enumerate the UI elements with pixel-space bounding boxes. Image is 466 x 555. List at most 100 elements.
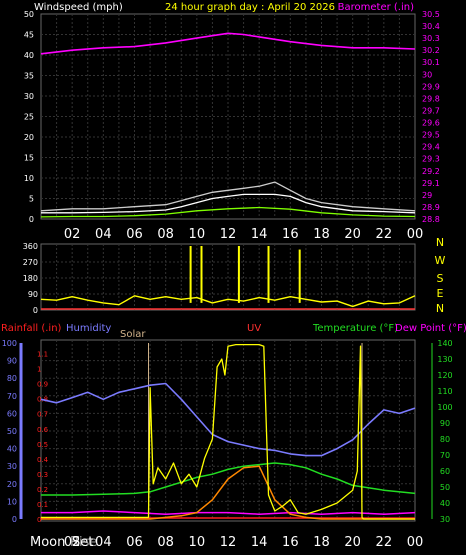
- temperature-tick-label: 80: [440, 435, 450, 444]
- direction-tick-label: 180: [23, 274, 38, 283]
- humidity-tick-label: 70: [7, 392, 17, 401]
- temperature-tick-label: 140: [437, 339, 452, 348]
- temperature-tick-label: 110: [437, 387, 452, 396]
- moon-set-label: Set: [72, 535, 93, 550]
- time-tick-label: 08: [157, 227, 174, 242]
- barometer-tick-label: 30.5: [422, 10, 440, 19]
- humidity-tick-label: 80: [7, 374, 17, 383]
- uv-legend: UV: [247, 323, 261, 334]
- barometer-tick-label: 29.9: [422, 82, 440, 91]
- temperature-legend: Temperature (°F): [312, 323, 398, 334]
- temperature-line: [41, 462, 416, 496]
- rain-tick-label: 0.7: [37, 411, 48, 419]
- moon-label: Moon: [30, 535, 65, 550]
- barometer-tick-label: 30.4: [422, 22, 440, 31]
- humidity-tick-label: 90: [7, 357, 17, 366]
- humidity-tick-label: 20: [7, 480, 17, 489]
- direction-tick-label: 270: [23, 258, 38, 267]
- temperature-tick-label: 70: [440, 451, 450, 460]
- uv-line: [41, 465, 415, 520]
- barometer-tick-label: 30.3: [422, 34, 440, 43]
- windspeed-tick-label: 10: [24, 174, 34, 183]
- humidity-tick-label: 0: [12, 515, 17, 524]
- wind-direction-line: [40, 295, 416, 308]
- humidity-tick-label: 60: [7, 409, 17, 418]
- graph-title: 24 hour graph day : April 20 2026: [165, 2, 335, 13]
- moon-rise-label: Rise: [70, 535, 97, 550]
- humidity-tick-label: 100: [2, 339, 17, 348]
- time-tick-label: 16: [282, 535, 299, 550]
- time-tick-label: 00: [407, 535, 424, 550]
- barometer-tick-label: 28.9: [422, 203, 440, 212]
- rain-tick-label: 1.1: [37, 351, 48, 359]
- temperature-tick-label: 50: [440, 483, 450, 492]
- time-tick-label: 16: [282, 227, 299, 242]
- time-tick-label: 22: [376, 227, 393, 242]
- humidity-tick-label: 30: [7, 462, 17, 471]
- time-tick-label: 02: [64, 535, 81, 550]
- rain-tick-label: 0.3: [37, 471, 48, 479]
- temperature-tick-label: 90: [440, 419, 450, 428]
- compass-label: N: [436, 236, 444, 249]
- rain-tick-label: 0.5: [37, 441, 48, 449]
- time-tick-label: 14: [251, 227, 268, 242]
- time-tick-label: 18: [313, 227, 330, 242]
- time-tick-label: 14: [251, 535, 268, 550]
- time-tick-label: 00: [407, 227, 424, 242]
- compass-label: S: [437, 272, 444, 285]
- time-tick-label: 06: [126, 535, 143, 550]
- rain-tick-label: 0.6: [37, 426, 49, 434]
- barometer-tick-label: 30: [422, 70, 432, 79]
- time-tick-label: 18: [313, 535, 330, 550]
- time-tick-label: 10: [189, 535, 206, 550]
- barometer-tick-label: 29.5: [422, 131, 440, 140]
- windspeed-line: [41, 193, 416, 214]
- barometer-tick-label: 29.3: [422, 155, 440, 164]
- temperature-tick-label: 100: [437, 403, 452, 412]
- humidity-tick-label: 50: [7, 427, 17, 436]
- rain-tick-label: 0.1: [37, 501, 48, 509]
- barometer-tick-label: 29.7: [422, 106, 440, 115]
- rain-tick-label: 0.4: [37, 456, 49, 464]
- windspeed-tick-label: 5: [29, 195, 34, 204]
- windspeed-tick-label: 50: [24, 10, 34, 19]
- barometer-tick-label: 29.1: [422, 179, 440, 188]
- barometer-axis-label: Barometer (.in): [338, 2, 414, 13]
- solar-line: [41, 343, 415, 520]
- windspeed-tick-label: 45: [24, 31, 34, 40]
- solar-legend: Solar: [120, 329, 146, 340]
- time-tick-label: 12: [220, 535, 237, 550]
- windspeed-axis-label: Windspeed (mph): [34, 2, 123, 13]
- humidity-line: [40, 382, 416, 457]
- rain-tick-label: 0: [37, 516, 41, 524]
- barometer-line: [40, 32, 416, 55]
- rain-tick-label: 0.2: [37, 486, 48, 494]
- time-tick-label: 20: [344, 227, 361, 242]
- avg-wind-line: [40, 206, 416, 218]
- windspeed-tick-label: 30: [24, 92, 34, 101]
- direction-tick-label: 0: [33, 306, 38, 315]
- time-tick-label: 08: [157, 535, 174, 550]
- time-tick-label: 04: [95, 535, 112, 550]
- temperature-tick-label: 30: [440, 515, 450, 524]
- temperature-tick-label: 60: [440, 467, 450, 476]
- barometer-tick-label: 30.1: [422, 58, 440, 67]
- temperature-tick-label: 40: [440, 499, 450, 508]
- windspeed-tick-label: 20: [24, 133, 34, 142]
- barometer-tick-label: 29.4: [422, 143, 440, 152]
- compass-label: W: [435, 254, 446, 267]
- windspeed-tick-label: 15: [24, 154, 34, 163]
- time-tick-label: 10: [189, 227, 206, 242]
- dewpoint-legend: Dew Point (°F): [395, 323, 466, 334]
- windspeed-tick-label: 25: [24, 113, 34, 122]
- barometer-tick-label: 29.2: [422, 167, 440, 176]
- barometer-tick-label: 30.2: [422, 46, 440, 55]
- direction-tick-label: 90: [28, 290, 38, 299]
- barometer-tick-label: 29.8: [422, 94, 440, 103]
- barometer-tick-label: 28.8: [422, 215, 440, 224]
- humidity-tick-label: 10: [7, 497, 17, 506]
- time-tick-label: 02: [64, 227, 81, 242]
- dewpoint-line: [41, 510, 416, 515]
